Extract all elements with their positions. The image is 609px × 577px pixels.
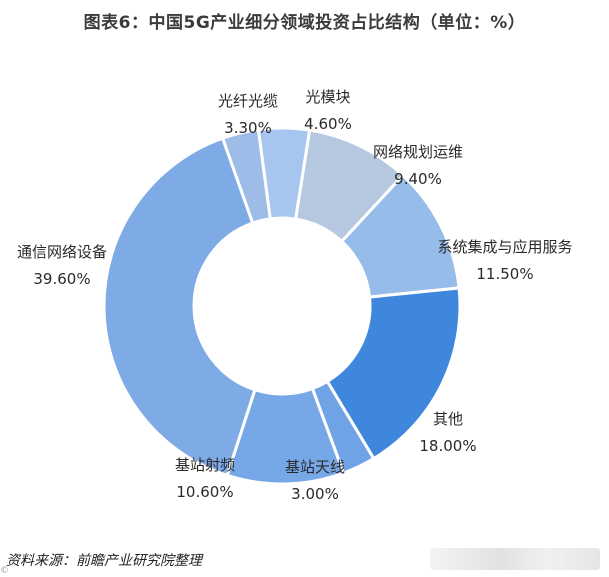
slice-8 [102, 136, 257, 478]
slice-label-4: 系统集成与应用服务 [437, 238, 572, 256]
slice-labels: 光纤光缆 3.30% 光模块 4.60% 网络规划运维 9.40% 系统集成与应用服务 11.… [17, 88, 573, 503]
slice-value-6: 3.00% [291, 485, 339, 503]
corner-mark: © [0, 566, 9, 576]
slice-value-5: 18.00% [419, 437, 476, 455]
slice-value-1: 3.30% [224, 119, 272, 137]
slice-value-2: 4.60% [304, 115, 352, 133]
source-note: 资料来源：前瞻产业研究院整理 [6, 553, 202, 569]
slice-label-7: 基站射频 [175, 456, 235, 474]
slice-label-8: 通信网络设备 [17, 243, 107, 261]
slice-label-2: 光模块 [305, 88, 350, 106]
slice-value-4: 11.50% [476, 265, 533, 283]
slice-label-1: 光纤光缆 [218, 92, 278, 110]
watermark-blur [430, 548, 600, 570]
slice-label-3: 网络规划运维 [373, 143, 463, 161]
slice-label-5: 其他 [433, 410, 463, 428]
slice-value-3: 9.40% [394, 170, 442, 188]
chart-title: 图表6：中国5G产业细分领域投资占比结构（单位：%） [83, 13, 526, 33]
slice-label-6: 基站天线 [285, 458, 345, 476]
slice-5 [325, 286, 462, 461]
slice-value-8: 39.60% [33, 270, 90, 288]
donut-slices [102, 126, 462, 486]
slice-value-7: 10.60% [176, 483, 233, 501]
